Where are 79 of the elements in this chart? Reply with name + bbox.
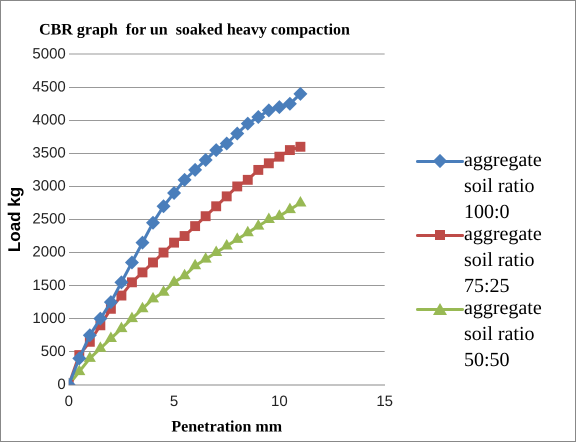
point — [157, 285, 170, 296]
point — [264, 158, 274, 168]
point — [282, 96, 297, 111]
point — [158, 248, 168, 258]
y-tick-label: 0 — [57, 376, 66, 393]
point — [116, 290, 126, 300]
point — [222, 191, 232, 202]
point — [146, 216, 160, 230]
point — [274, 152, 284, 162]
point — [104, 295, 118, 310]
point — [148, 258, 158, 268]
point — [253, 164, 264, 175]
point — [262, 103, 276, 118]
x-tick-label: 10 — [271, 392, 288, 410]
point — [156, 199, 171, 214]
point — [138, 267, 148, 278]
y-tick-label: 1000 — [32, 310, 66, 327]
point — [180, 231, 190, 241]
point — [190, 221, 200, 232]
point — [211, 201, 222, 212]
point — [295, 142, 306, 152]
y-tick-label: 1500 — [32, 276, 66, 294]
point — [178, 268, 191, 280]
legend-label: aggregate soil ratio 50:50 — [464, 296, 543, 373]
point — [126, 277, 137, 288]
point — [198, 152, 213, 167]
point — [115, 322, 128, 332]
point — [178, 172, 192, 187]
point — [242, 226, 254, 236]
point — [82, 328, 97, 342]
y-axis-title: Load kg — [4, 186, 24, 252]
point — [293, 86, 308, 101]
point — [169, 238, 180, 248]
y-tick-label: 4000 — [32, 111, 66, 128]
point — [200, 252, 212, 263]
point — [146, 292, 160, 302]
point — [242, 174, 253, 185]
point — [124, 255, 139, 270]
chart-title: CBR graph for un soaked heavy compaction — [39, 22, 350, 39]
point — [284, 145, 295, 156]
point — [251, 110, 266, 124]
y-tick-label: 3000 — [32, 178, 66, 195]
point — [93, 312, 108, 326]
x-tick-label: 5 — [170, 392, 178, 410]
point — [84, 351, 96, 362]
point — [232, 181, 242, 192]
point — [231, 232, 244, 243]
point — [210, 246, 222, 256]
point — [272, 100, 286, 114]
y-tick-label: 4500 — [32, 78, 66, 96]
point — [240, 116, 255, 131]
point — [136, 302, 149, 312]
y-tick-label: 3500 — [32, 144, 66, 162]
y-tick-label: 2500 — [32, 210, 66, 228]
point — [252, 219, 264, 230]
point — [126, 312, 138, 322]
point — [200, 211, 211, 222]
point — [167, 186, 182, 200]
x-axis-title: Penetration mm — [171, 418, 283, 436]
point — [189, 258, 202, 270]
point — [273, 209, 286, 220]
point — [168, 275, 180, 286]
point — [188, 162, 202, 177]
point — [104, 332, 117, 342]
point — [114, 275, 128, 290]
y-tick-label: 500 — [40, 342, 66, 360]
y-tick-label: 5000 — [32, 45, 66, 62]
point — [73, 364, 86, 376]
x-tick-label: 15 — [376, 392, 393, 410]
y-tick-label: 2000 — [32, 244, 66, 261]
point — [284, 202, 296, 214]
point — [72, 351, 86, 366]
point — [220, 136, 234, 150]
point — [94, 341, 106, 352]
point — [230, 126, 244, 141]
point — [220, 238, 233, 250]
point — [135, 236, 150, 250]
point — [262, 212, 275, 223]
point — [209, 143, 224, 158]
